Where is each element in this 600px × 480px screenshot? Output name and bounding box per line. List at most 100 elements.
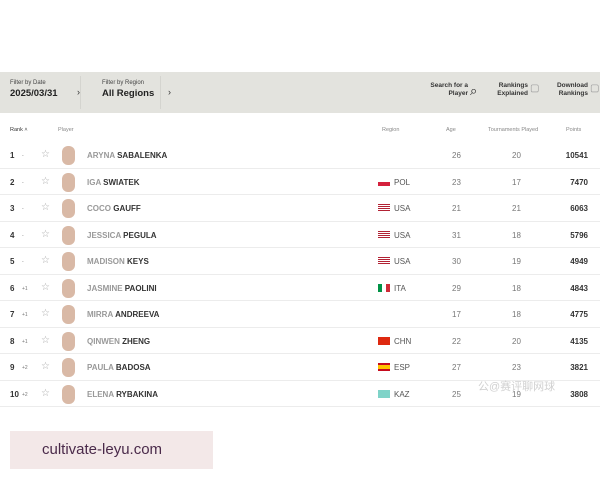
- player-name[interactable]: MIRRA ANDREEVA: [87, 310, 159, 319]
- player-name[interactable]: ELENA RYBAKINA: [87, 390, 158, 399]
- table-row[interactable]: 8 +1 ☆ QINWEN ZHENG CHN 22 20 4135: [0, 328, 600, 354]
- rank-movement: +2: [22, 391, 28, 398]
- region-filter-label: Filter by Region: [102, 80, 145, 86]
- table-row[interactable]: 7 +1 ☆ MIRRA ANDREEVA 17 18 4775: [0, 301, 600, 328]
- avatar: [62, 252, 75, 271]
- table-row[interactable]: 6 +1 ☆ JASMINE PAOLINI ITA 29 18 4843: [0, 275, 600, 301]
- date-filter-label: Filter by Date: [10, 80, 46, 86]
- tournaments-played: 19: [512, 389, 521, 399]
- points: 3808: [570, 389, 588, 399]
- col-age[interactable]: Age: [446, 127, 456, 133]
- age: 17: [452, 310, 461, 319]
- player-name[interactable]: IGA SWIATEK: [87, 178, 139, 187]
- age: 21: [452, 204, 461, 213]
- player-name[interactable]: COCO GAUFF: [87, 204, 141, 213]
- rank-movement: +2: [22, 365, 28, 371]
- avatar: [62, 384, 75, 404]
- star-icon[interactable]: ☆: [41, 387, 50, 399]
- star-icon[interactable]: ☆: [41, 281, 50, 293]
- col-rank[interactable]: Rank ˄: [10, 127, 28, 133]
- age: 25: [452, 389, 461, 399]
- player-name[interactable]: QINWEN ZHENG: [87, 337, 150, 346]
- download-rankings-button[interactable]: Download Rankings: [556, 82, 588, 97]
- download-icon: ▢: [590, 83, 600, 94]
- player-name[interactable]: ARYNA SABALENKA: [87, 151, 167, 160]
- chevron-right-icon[interactable]: ›: [77, 87, 80, 97]
- tournaments-played: 20: [512, 151, 521, 160]
- table-row[interactable]: 2 - ☆ IGA SWIATEK POL 23 17 7470: [0, 169, 600, 195]
- points: 4949: [570, 257, 588, 266]
- first-name: MIRRA: [87, 310, 113, 319]
- col-region[interactable]: Region: [382, 127, 400, 133]
- avatar: [62, 278, 75, 298]
- star-icon[interactable]: ☆: [41, 255, 50, 266]
- table-row[interactable]: 4 - ☆ JESSICA PEGULA USA 31 18 5796: [0, 222, 600, 248]
- tournaments-played: 17: [512, 177, 521, 187]
- last-name: RYBAKINA: [116, 389, 158, 399]
- player-name[interactable]: MADISON KEYS: [87, 257, 149, 266]
- tournaments-played: 23: [512, 363, 521, 372]
- first-name: ELENA: [87, 389, 114, 399]
- flag-icon: [378, 204, 390, 212]
- rank: 7: [10, 310, 15, 319]
- watermark: cultivate-leyu.com: [10, 431, 213, 469]
- last-name: PAOLINI: [124, 283, 157, 293]
- divider: [80, 76, 81, 109]
- avatar: [62, 146, 75, 165]
- last-name: KEYS: [127, 257, 149, 266]
- rank-movement: +1: [22, 285, 28, 292]
- star-icon[interactable]: ☆: [41, 228, 50, 240]
- region: ESP: [394, 363, 411, 372]
- rank: 4: [10, 230, 15, 240]
- rank: 2: [10, 177, 15, 187]
- points: 6063: [570, 204, 588, 213]
- date-filter[interactable]: Filter by Date 2025/03/31: [10, 80, 58, 99]
- table-row[interactable]: 5 - ☆ MADISON KEYS USA 30 19 4949: [0, 248, 600, 275]
- avatar: [62, 331, 75, 351]
- date-filter-value: 2025/03/31: [10, 88, 58, 99]
- last-name: SWIATEK: [103, 177, 140, 187]
- avatar: [62, 305, 75, 324]
- rank: 5: [10, 257, 15, 266]
- star-icon[interactable]: ☆: [41, 175, 50, 187]
- col-player[interactable]: Player: [58, 127, 74, 133]
- last-name: ZHENG: [122, 336, 151, 346]
- star-icon[interactable]: ☆: [41, 308, 50, 319]
- rank: 9: [10, 363, 15, 372]
- player-name[interactable]: PAULA BADOSA: [87, 363, 151, 372]
- player-name[interactable]: JESSICA PEGULA: [87, 231, 157, 240]
- col-points[interactable]: Points: [566, 127, 582, 133]
- tournaments-played: 20: [512, 336, 521, 346]
- first-name: JASMINE: [87, 283, 123, 293]
- table-row[interactable]: 9 +2 ☆ PAULA BADOSA ESP 27 23 3821: [0, 354, 600, 381]
- table-row[interactable]: 1 - ☆ ARYNA SABALENKA 26 20 10541: [0, 142, 600, 169]
- rank-movement: -: [22, 259, 24, 265]
- star-icon[interactable]: ☆: [41, 361, 50, 372]
- age: 29: [452, 283, 461, 293]
- star-icon[interactable]: ☆: [41, 149, 50, 160]
- table-row[interactable]: 10 +2 ☆ ELENA RYBAKINA KAZ 25 19 3808: [0, 381, 600, 407]
- star-icon[interactable]: ☆: [41, 334, 50, 346]
- tournaments-played: 18: [512, 283, 521, 293]
- first-name: PAULA: [87, 363, 114, 372]
- star-icon[interactable]: ☆: [41, 202, 50, 213]
- rank-movement: -: [22, 179, 24, 186]
- search-player-button[interactable]: Search for a Player: [430, 82, 468, 97]
- flag-icon: [378, 283, 390, 292]
- age: 26: [452, 151, 461, 160]
- flag-icon: [378, 336, 390, 345]
- table-row[interactable]: 3 - ☆ COCO GAUFF USA 21 21 6063: [0, 195, 600, 222]
- avatar: [62, 225, 75, 245]
- rankings-explained-button[interactable]: Rankings Explained: [497, 82, 528, 97]
- tournaments-played: 18: [512, 310, 521, 319]
- region-filter[interactable]: Filter by Region All Regions: [102, 80, 154, 99]
- rank-movement: -: [22, 232, 24, 239]
- player-name[interactable]: JASMINE PAOLINI: [87, 284, 157, 293]
- col-tournaments[interactable]: Tournaments Played: [488, 127, 539, 133]
- region: USA: [394, 204, 411, 213]
- search-icon[interactable]: ⌕: [470, 83, 478, 98]
- rank: 10: [10, 389, 19, 399]
- chevron-right-icon[interactable]: ›: [168, 87, 171, 97]
- first-name: COCO: [87, 204, 111, 213]
- first-name: MADISON: [87, 257, 125, 266]
